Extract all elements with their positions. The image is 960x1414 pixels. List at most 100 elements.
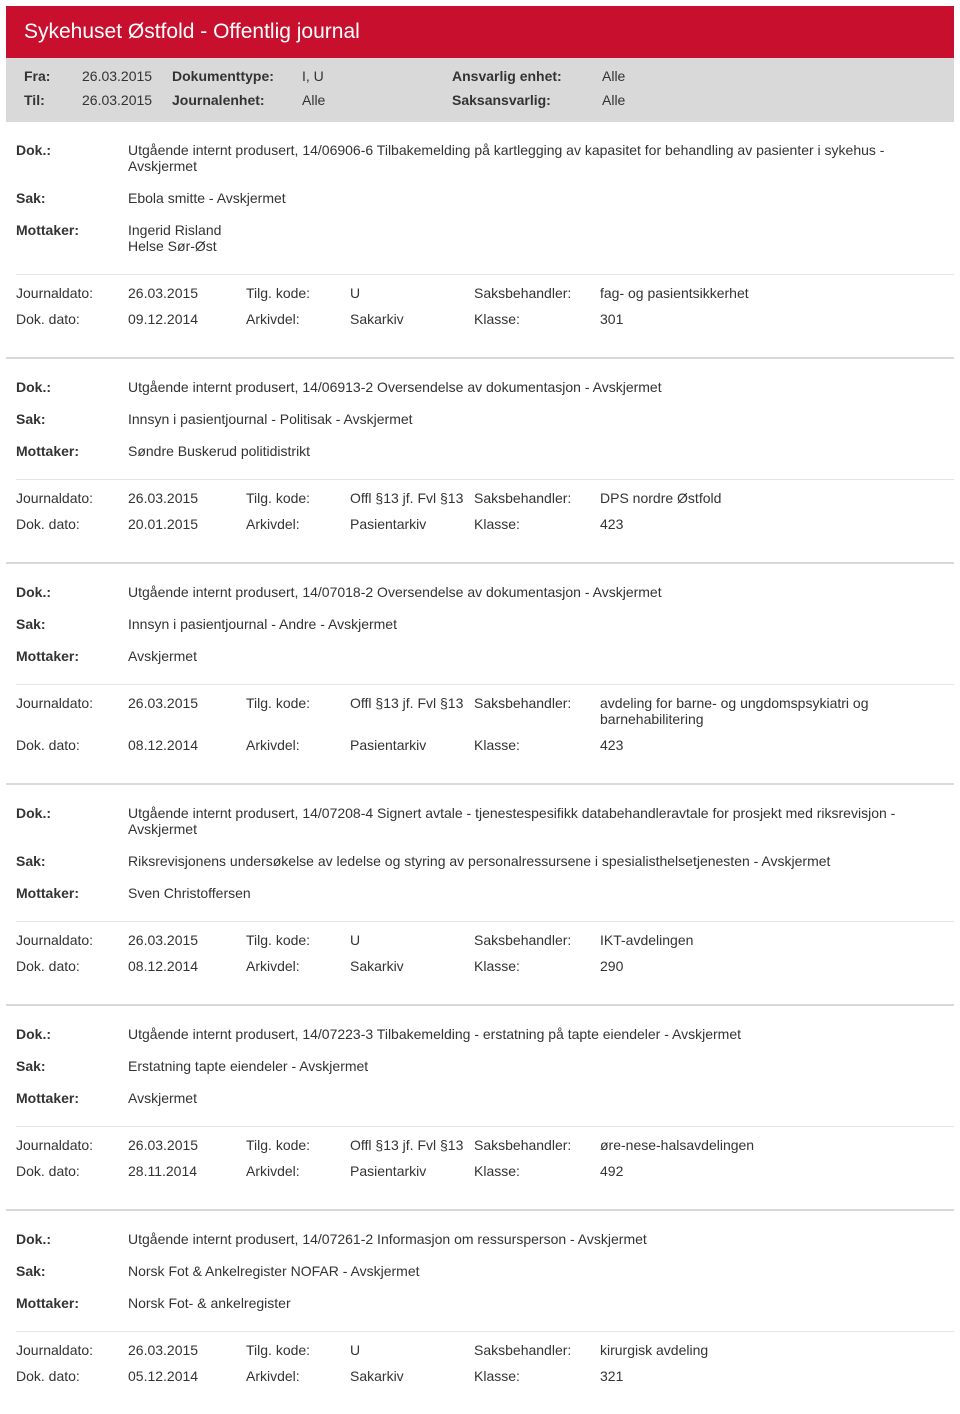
tilgkode-value: Offl §13 jf. Fvl §13 <box>350 1137 474 1153</box>
mottaker-label: Mottaker: <box>16 648 128 664</box>
sak-label: Sak: <box>16 1263 128 1279</box>
journaldato-value: 26.03.2015 <box>128 932 246 948</box>
arkivdel-label: Arkivdel: <box>246 1163 350 1179</box>
arkivdel-value: Pasientarkiv <box>350 516 474 532</box>
entry-divider <box>6 562 954 564</box>
entry-divider <box>6 357 954 359</box>
dokumenttype-value: I, U <box>302 68 452 84</box>
sak-text: Norsk Fot & Ankelregister NOFAR - Avskje… <box>128 1263 954 1279</box>
saksbehandler-label: Saksbehandler: <box>474 695 600 711</box>
dok-text: Utgående internt produsert, 14/06913-2 O… <box>128 379 954 395</box>
dokdato-label: Dok. dato: <box>16 1368 128 1384</box>
sak-label: Sak: <box>16 616 128 632</box>
mottaker-label: Mottaker: <box>16 443 128 459</box>
tilgkode-label: Tilg. kode: <box>246 1137 350 1153</box>
journaldato-label: Journaldato: <box>16 285 128 301</box>
filter-bar: Fra: 26.03.2015 Dokumenttype: I, U Ansva… <box>6 58 954 122</box>
saksbehandler-value: øre-nese-halsavdelingen <box>600 1137 954 1153</box>
saksansvarlig-label: Saksansvarlig: <box>452 92 602 108</box>
mottaker-text: Søndre Buskerud politidistrikt <box>128 443 954 459</box>
journaldato-label: Journaldato: <box>16 1342 128 1358</box>
dok-text: Utgående internt produsert, 14/06906-6 T… <box>128 142 954 174</box>
klasse-value: 492 <box>600 1163 954 1179</box>
saksansvarlig-value: Alle <box>602 92 682 108</box>
tilgkode-value: U <box>350 932 474 948</box>
dokdato-value: 08.12.2014 <box>128 737 246 753</box>
sak-label: Sak: <box>16 190 128 206</box>
til-label: Til: <box>24 92 82 108</box>
dok-text: Utgående internt produsert, 14/07223-3 T… <box>128 1026 954 1042</box>
journalenhet-label: Journalenhet: <box>172 92 302 108</box>
dokdato-value: 28.11.2014 <box>128 1163 246 1179</box>
tilgkode-label: Tilg. kode: <box>246 285 350 301</box>
mottaker-label: Mottaker: <box>16 222 128 254</box>
tilgkode-label: Tilg. kode: <box>246 490 350 506</box>
klasse-value: 321 <box>600 1368 954 1384</box>
dok-label: Dok.: <box>16 379 128 395</box>
klasse-label: Klasse: <box>474 311 600 327</box>
sak-text: Riksrevisjonens undersøkelse av ledelse … <box>128 853 954 869</box>
dok-text: Utgående internt produsert, 14/07261-2 I… <box>128 1231 954 1247</box>
mottaker-label: Mottaker: <box>16 1090 128 1106</box>
dokdato-label: Dok. dato: <box>16 958 128 974</box>
klasse-value: 423 <box>600 737 954 753</box>
journal-entry: Dok.:Utgående internt produsert, 14/0691… <box>6 365 954 552</box>
entry-divider <box>6 783 954 785</box>
arkivdel-label: Arkivdel: <box>246 958 350 974</box>
saksbehandler-label: Saksbehandler: <box>474 285 600 301</box>
klasse-label: Klasse: <box>474 737 600 753</box>
dok-text: Utgående internt produsert, 14/07018-2 O… <box>128 584 954 600</box>
dokdato-value: 09.12.2014 <box>128 311 246 327</box>
journaldato-label: Journaldato: <box>16 490 128 506</box>
sak-text: Innsyn i pasientjournal - Politisak - Av… <box>128 411 954 427</box>
mottaker-label: Mottaker: <box>16 885 128 901</box>
tilgkode-label: Tilg. kode: <box>246 932 350 948</box>
dok-label: Dok.: <box>16 1026 128 1042</box>
sak-label: Sak: <box>16 1058 128 1074</box>
journaldato-label: Journaldato: <box>16 695 128 711</box>
saksbehandler-label: Saksbehandler: <box>474 932 600 948</box>
sak-text: Erstatning tapte eiendeler - Avskjermet <box>128 1058 954 1074</box>
mottaker-text: Sven Christoffersen <box>128 885 954 901</box>
klasse-value: 290 <box>600 958 954 974</box>
sak-label: Sak: <box>16 411 128 427</box>
dok-label: Dok.: <box>16 584 128 600</box>
dok-label: Dok.: <box>16 1231 128 1247</box>
arkivdel-label: Arkivdel: <box>246 1368 350 1384</box>
dok-label: Dok.: <box>16 805 128 837</box>
dokdato-label: Dok. dato: <box>16 1163 128 1179</box>
arkivdel-value: Sakarkiv <box>350 1368 474 1384</box>
journalenhet-value: Alle <box>302 92 452 108</box>
ansvarlig-label: Ansvarlig enhet: <box>452 68 602 84</box>
mottaker-text: Ingerid RislandHelse Sør-Øst <box>128 222 954 254</box>
journal-entry: Dok.:Utgående internt produsert, 14/0690… <box>6 128 954 347</box>
tilgkode-value: U <box>350 1342 474 1358</box>
dokdato-label: Dok. dato: <box>16 516 128 532</box>
fra-label: Fra: <box>24 68 82 84</box>
saksbehandler-value: DPS nordre Østfold <box>600 490 954 506</box>
arkivdel-label: Arkivdel: <box>246 737 350 753</box>
saksbehandler-label: Saksbehandler: <box>474 490 600 506</box>
journaldato-value: 26.03.2015 <box>128 285 246 301</box>
arkivdel-value: Pasientarkiv <box>350 737 474 753</box>
klasse-label: Klasse: <box>474 958 600 974</box>
klasse-label: Klasse: <box>474 1163 600 1179</box>
journal-entry: Dok.:Utgående internt produsert, 14/0722… <box>6 1012 954 1199</box>
mottaker-text: Avskjermet <box>128 1090 954 1106</box>
saksbehandler-value: IKT-avdelingen <box>600 932 954 948</box>
journaldato-value: 26.03.2015 <box>128 695 246 711</box>
entry-divider <box>6 1209 954 1211</box>
entry-divider <box>6 1004 954 1006</box>
fra-value: 26.03.2015 <box>82 68 172 84</box>
dokdato-label: Dok. dato: <box>16 311 128 327</box>
sak-text: Ebola smitte - Avskjermet <box>128 190 954 206</box>
arkivdel-label: Arkivdel: <box>246 311 350 327</box>
saksbehandler-label: Saksbehandler: <box>474 1137 600 1153</box>
journal-entry: Dok.:Utgående internt produsert, 14/0720… <box>6 791 954 994</box>
journaldato-value: 26.03.2015 <box>128 1137 246 1153</box>
dok-text: Utgående internt produsert, 14/07208-4 S… <box>128 805 954 837</box>
klasse-label: Klasse: <box>474 1368 600 1384</box>
journaldato-value: 26.03.2015 <box>128 1342 246 1358</box>
tilgkode-value: U <box>350 285 474 301</box>
journaldato-value: 26.03.2015 <box>128 490 246 506</box>
